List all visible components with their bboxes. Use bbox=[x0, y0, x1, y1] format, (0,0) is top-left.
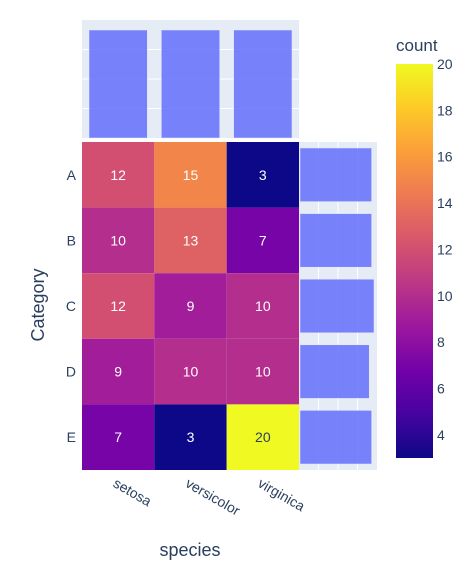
heatmap-cell-label: 7 bbox=[114, 429, 122, 445]
heatmap-cell-label: 9 bbox=[114, 364, 122, 380]
heatmap-cell bbox=[226, 338, 299, 405]
y-tick-label: E bbox=[67, 429, 76, 445]
heatmap-cell bbox=[82, 404, 155, 470]
colorbar-tick-label: 12 bbox=[437, 241, 453, 257]
heatmap-cell bbox=[226, 142, 299, 208]
y-tick-label: D bbox=[66, 364, 76, 380]
colorbar-tick-label: 18 bbox=[437, 102, 453, 118]
y-tick-label: A bbox=[67, 167, 77, 183]
colorbar-tick-label: 14 bbox=[437, 195, 453, 211]
heatmap-cell bbox=[82, 338, 155, 405]
colorbar-gradient bbox=[396, 64, 433, 458]
x-tick-label: setosa bbox=[111, 475, 155, 510]
heatmap-cell-label: 13 bbox=[183, 232, 199, 248]
top-marginal-histogram bbox=[82, 20, 299, 139]
heatmap-cell bbox=[82, 207, 155, 274]
side-marginal-bar bbox=[299, 278, 375, 334]
heatmap-cell bbox=[226, 207, 299, 274]
x-axis-title: species bbox=[159, 540, 220, 560]
colorbar-tick-label: 4 bbox=[437, 427, 445, 443]
heatmap-cell-label: 12 bbox=[110, 167, 126, 183]
heatmap-cell bbox=[154, 404, 227, 470]
heatmap-cell bbox=[82, 273, 155, 339]
heatmap-cell-label: 12 bbox=[110, 298, 126, 314]
heatmap-cell-label: 3 bbox=[259, 167, 267, 183]
side-marginal-bar bbox=[299, 213, 372, 268]
heatmap-cell-label: 7 bbox=[259, 232, 267, 248]
x-tick-label: virginica bbox=[255, 475, 308, 515]
top-marginal-bar bbox=[233, 29, 293, 139]
colorbar-title: count bbox=[396, 36, 438, 55]
y-tick-labels: A B C D E bbox=[66, 167, 77, 445]
colorbar-tick-label: 10 bbox=[437, 288, 453, 304]
colorbar-tick-label: 20 bbox=[437, 56, 453, 72]
y-axis-title: Category bbox=[28, 268, 48, 341]
heatmap-cell-label: 10 bbox=[183, 364, 199, 380]
side-marginal-bar bbox=[299, 410, 372, 465]
heatmap-cell bbox=[226, 273, 299, 339]
heatmap-cell bbox=[154, 207, 227, 274]
y-tick-label: C bbox=[66, 298, 76, 314]
side-marginal-bar bbox=[299, 147, 372, 202]
side-marginal-histogram bbox=[299, 142, 377, 470]
heatmap-cell bbox=[154, 273, 227, 339]
colorbar-tick-label: 16 bbox=[437, 149, 453, 165]
heatmap-cell-label: 10 bbox=[110, 232, 126, 248]
colorbar-tick-label: 6 bbox=[437, 380, 445, 396]
heatmap-cell-label: 10 bbox=[255, 298, 271, 314]
heatmap-cell-label: 10 bbox=[255, 364, 271, 380]
top-marginal-bar bbox=[88, 29, 148, 139]
heatmap-cell bbox=[154, 338, 227, 405]
x-tick-label: versicolor bbox=[183, 475, 243, 519]
heatmap-cell bbox=[226, 404, 299, 470]
y-tick-label: B bbox=[67, 232, 76, 248]
colorbar: 4 6 8 10 12 14 16 18 20 bbox=[396, 56, 453, 458]
top-marginal-bar bbox=[161, 29, 220, 139]
heatmap-cell bbox=[82, 142, 155, 208]
side-marginal-bar bbox=[299, 344, 370, 399]
heatmap-cell-label: 3 bbox=[187, 429, 195, 445]
colorbar-tick-label: 8 bbox=[437, 334, 445, 350]
heatmap-cell bbox=[154, 142, 227, 208]
heatmap-cell-label: 9 bbox=[187, 298, 195, 314]
heatmap-grid: 12 15 3 10 13 7 12 9 10 9 10 10 7 3 20 bbox=[82, 142, 299, 470]
x-tick-labels: setosa versicolor virginica bbox=[111, 475, 308, 519]
heatmap-cell-label: 15 bbox=[183, 167, 199, 183]
heatmap-cell-label: 20 bbox=[255, 429, 271, 445]
